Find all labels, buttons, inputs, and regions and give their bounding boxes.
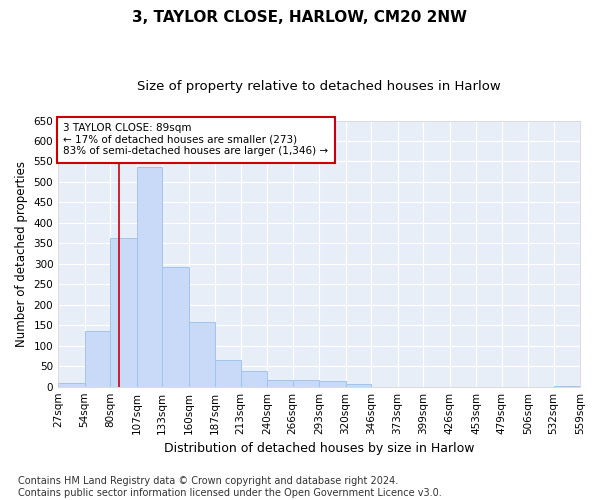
Bar — [293, 380, 319, 386]
Bar — [188, 322, 215, 386]
Text: Contains HM Land Registry data © Crown copyright and database right 2024.
Contai: Contains HM Land Registry data © Crown c… — [18, 476, 442, 498]
Bar — [241, 371, 267, 386]
Bar — [215, 360, 241, 386]
Text: 3, TAYLOR CLOSE, HARLOW, CM20 2NW: 3, TAYLOR CLOSE, HARLOW, CM20 2NW — [133, 10, 467, 25]
Bar — [110, 238, 137, 386]
Bar — [267, 380, 293, 386]
Y-axis label: Number of detached properties: Number of detached properties — [15, 160, 28, 346]
X-axis label: Distribution of detached houses by size in Harlow: Distribution of detached houses by size … — [164, 442, 475, 455]
Bar — [85, 332, 110, 386]
Bar — [162, 267, 188, 386]
Bar — [137, 167, 162, 386]
Text: 3 TAYLOR CLOSE: 89sqm
← 17% of detached houses are smaller (273)
83% of semi-det: 3 TAYLOR CLOSE: 89sqm ← 17% of detached … — [64, 123, 329, 156]
Bar — [58, 384, 85, 386]
Bar — [346, 384, 371, 386]
Bar — [319, 381, 346, 386]
Title: Size of property relative to detached houses in Harlow: Size of property relative to detached ho… — [137, 80, 501, 93]
